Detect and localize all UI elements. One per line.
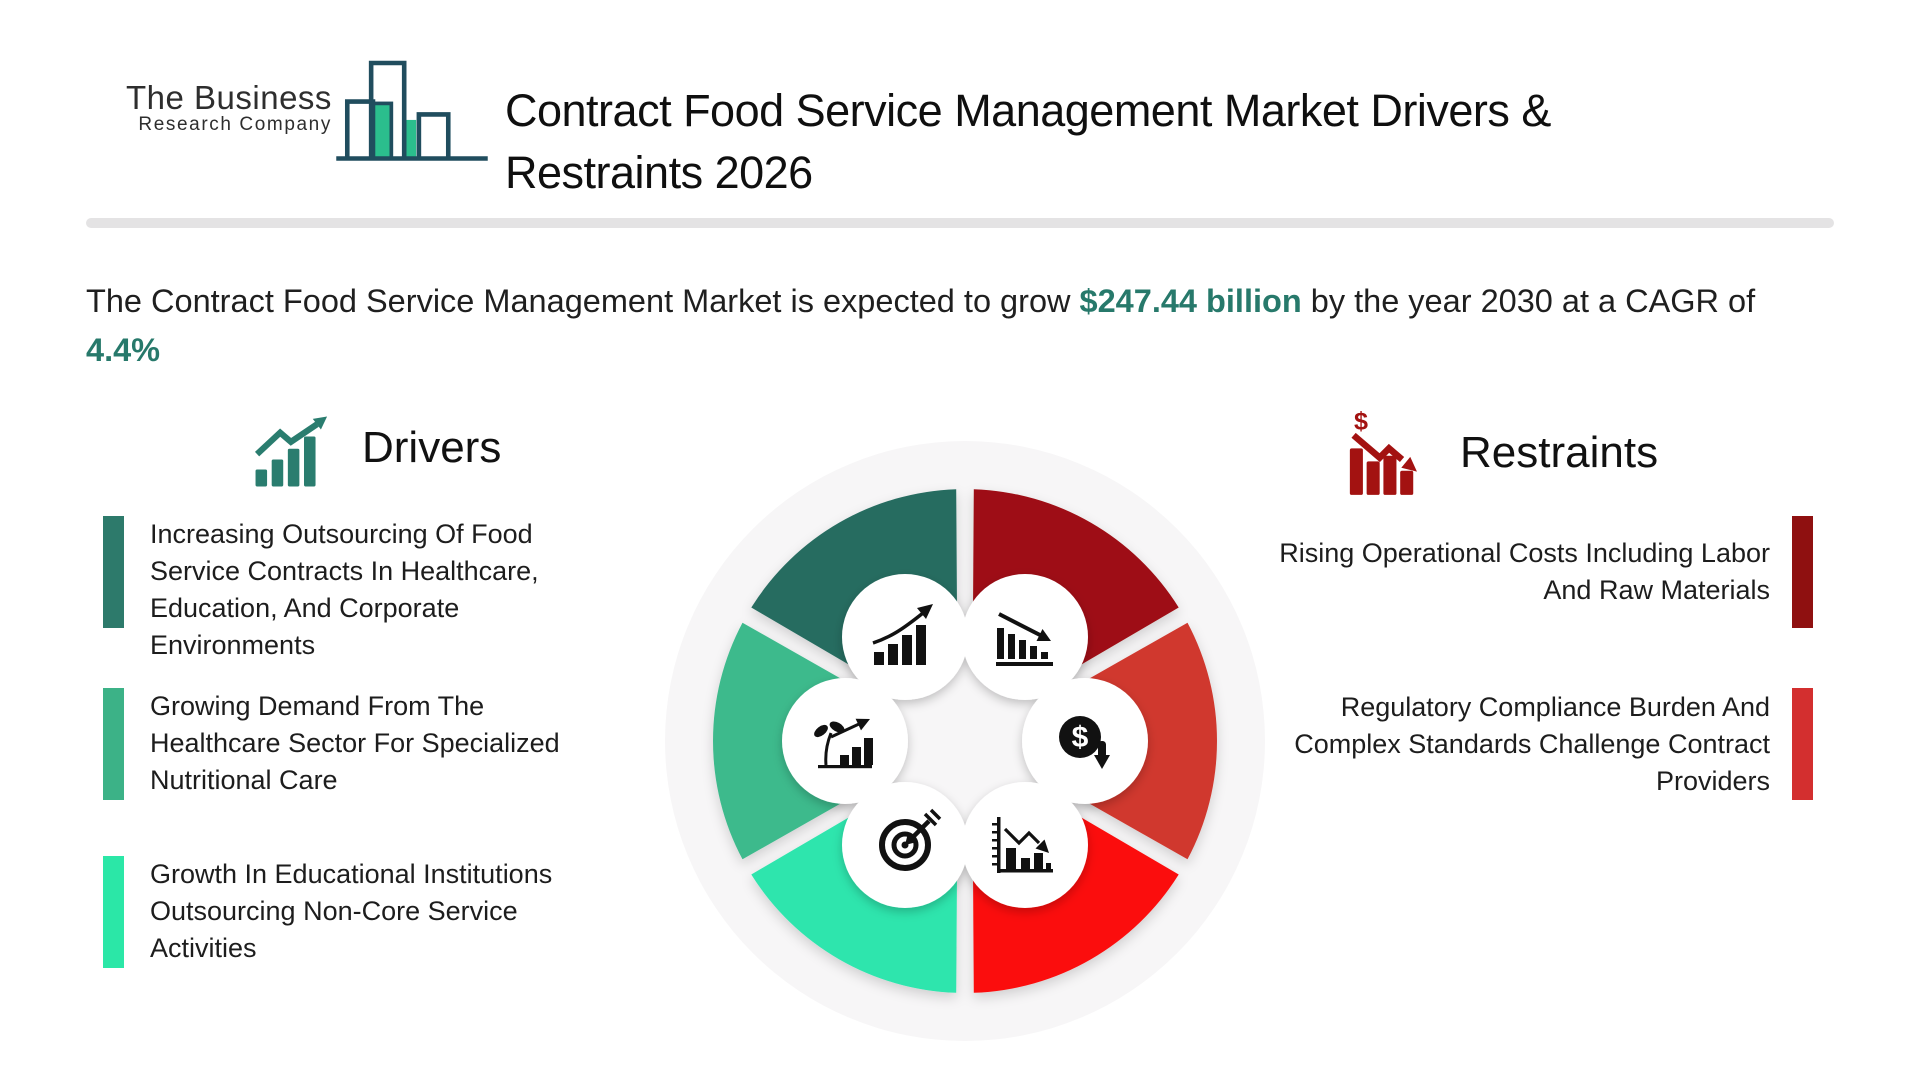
driver-accent-bar [103, 688, 124, 800]
driver-item: Growing Demand From The Healthcare Secto… [103, 688, 620, 800]
page-title: Contract Food Service Management Market … [505, 80, 1865, 204]
logo-line2: Research Company [138, 114, 332, 136]
summary-prefix: The Contract Food Service Management Mar… [86, 282, 1080, 319]
rising-chart-icon [872, 604, 933, 665]
restraint-accent-bar [1792, 516, 1813, 628]
logo-line1: The Business [126, 78, 332, 116]
driver-text: Growing Demand From The Healthcare Secto… [150, 691, 560, 795]
restraint-item: Regulatory Compliance Burden And Complex… [1270, 688, 1813, 800]
target-icon [879, 808, 942, 871]
declining-bars-icon [996, 612, 1053, 666]
driver-text: Increasing Outsourcing Of Food Service C… [150, 519, 539, 660]
restraints-header: $ Restraints [1348, 410, 1658, 496]
driver-accent-bar [103, 856, 124, 968]
drivers-restraints-wheel: $ [665, 441, 1265, 1041]
logo-text: The Business Research Company [126, 78, 332, 136]
summary-middle: by the year 2030 at a CAGR of [1301, 282, 1756, 319]
restraint-text: Regulatory Compliance Burden And Complex… [1294, 691, 1770, 796]
plant-growth-icon [814, 718, 873, 769]
page-title-line1: Contract Food Service Management Market … [505, 85, 1551, 137]
declining-bars-dollar-icon: $ [1349, 410, 1417, 495]
page-title-line2: Restraints 2026 [505, 147, 813, 199]
dollar-decrease-icon: $ [1059, 716, 1110, 769]
wheel-icons: $ [814, 604, 1110, 873]
driver-item: Growth In Educational Institutions Outso… [103, 856, 620, 968]
market-value: $247.44 billion [1079, 282, 1302, 319]
restraint-text: Rising Operational Costs Including Labor… [1279, 538, 1770, 605]
driver-item: Increasing Outsourcing Of Food Service C… [103, 516, 620, 664]
driver-accent-bar [103, 516, 124, 628]
logo-bars-icon [336, 60, 488, 161]
market-summary: The Contract Food Service Management Mar… [86, 277, 1786, 375]
declining-line-chart-icon [992, 817, 1053, 873]
header-divider [86, 218, 1834, 228]
growth-bars-arrow-icon [254, 416, 328, 487]
company-logo: The Business Research Company [126, 52, 488, 164]
drivers-header: Drivers [254, 406, 501, 490]
restraints-heading: Restraints [1460, 428, 1659, 477]
driver-text: Growth In Educational Institutions Outso… [150, 859, 553, 963]
restraint-item: Rising Operational Costs Including Labor… [1270, 516, 1813, 628]
cagr-value: 4.4% [86, 331, 161, 368]
drivers-heading: Drivers [362, 423, 502, 472]
svg-text:$: $ [1354, 410, 1368, 436]
svg-text:$: $ [1072, 721, 1089, 754]
restraint-accent-bar [1792, 688, 1813, 800]
